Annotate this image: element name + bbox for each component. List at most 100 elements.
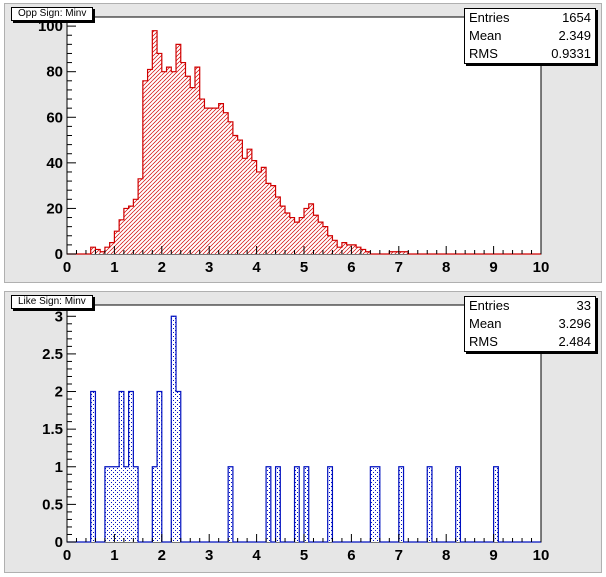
histogram-bin (171, 316, 177, 542)
x-tick-label: 10 (533, 259, 550, 276)
histogram-bin (152, 466, 158, 542)
histogram-bin (493, 466, 499, 542)
y-tick-label: 1.5 (42, 421, 63, 438)
y-tick-label: 100 (38, 18, 63, 35)
histogram-bin (133, 466, 139, 542)
histogram-bin (114, 466, 120, 542)
y-tick-label: 80 (46, 64, 63, 81)
stats-label: RMS (469, 334, 498, 349)
histogram-bin (199, 99, 205, 255)
histogram-bin (289, 217, 295, 254)
histogram-bin (204, 108, 210, 255)
y-tick-label: 20 (46, 200, 63, 217)
like-sign-stats-box: Entries 33 Mean 3.296 RMS 2.484 (464, 296, 596, 352)
x-tick-label: 5 (300, 547, 308, 564)
histogram-bin (360, 249, 366, 254)
histogram-bin (109, 466, 115, 542)
opp-sign-stats-box: Entries 1654 Mean 2.349 RMS 0.9331 (464, 8, 596, 64)
histogram-bin (256, 171, 262, 254)
histogram-bin (403, 251, 409, 254)
stats-row: Entries 1654 (465, 9, 595, 27)
x-tick-label: 0 (63, 259, 71, 276)
histogram-bin (322, 226, 328, 254)
histogram-bin (242, 158, 248, 254)
opp-sign-pad: 0 1 2 3 4 5 6 7 8 9 10 0 20 40 60 80 100 Opp Sign: Minv … (4, 3, 602, 283)
y-tick-label: 0.5 (42, 496, 63, 513)
histogram-bin (228, 466, 233, 542)
histogram-bin (171, 71, 177, 254)
stats-label: Entries (469, 298, 510, 313)
histogram-bin (176, 44, 181, 254)
stats-value: 33 (576, 298, 591, 313)
x-tick-label: 2 (158, 547, 166, 564)
x-tick-label: 6 (347, 259, 355, 276)
histogram-bin (114, 231, 120, 254)
stats-row: RMS 0.9331 (465, 45, 595, 63)
y-tick-label: 2 (55, 384, 63, 401)
histogram-bin (213, 108, 219, 255)
stats-label: Entries (469, 10, 510, 25)
histogram-bin (299, 217, 304, 254)
histogram-bin (270, 185, 276, 254)
x-tick-label: 8 (442, 259, 450, 276)
histogram-bin (327, 235, 333, 254)
x-tick-label: 7 (395, 547, 403, 564)
histogram-bin (337, 247, 342, 254)
opp-sign-title: Opp Sign: Minv (11, 7, 94, 21)
histogram-bin (109, 242, 115, 254)
histogram-bin (147, 69, 153, 255)
like-sign-histogram: 0 1 2 3 4 5 6 7 8 9 10 0 0.5 1 1.5 2 2.5 3 (42, 304, 550, 564)
histogram-bin (161, 71, 167, 254)
histogram-bin (180, 62, 186, 255)
histogram-bin (332, 240, 338, 254)
histogram-bin (228, 121, 233, 254)
histogram-bin (365, 251, 371, 254)
y-tick-label: 0 (55, 534, 63, 551)
histogram-bin (157, 53, 162, 254)
x-tick-label: 7 (395, 259, 403, 276)
histogram-bin (119, 391, 124, 542)
x-tick-label: 1 (110, 547, 118, 564)
x-tick-label: 10 (533, 547, 550, 564)
x-tick-label: 8 (442, 547, 450, 564)
histogram-bin (356, 247, 361, 254)
stats-row: Mean 2.349 (465, 27, 595, 45)
stats-row: RMS 2.484 (465, 333, 595, 351)
stats-row: Mean 3.296 (465, 315, 595, 333)
y-tick-label: 40 (46, 155, 63, 172)
histogram-bin (237, 140, 243, 254)
histogram-bin (104, 247, 110, 254)
y-tick-label: 3 (55, 308, 63, 325)
histogram-bin (123, 208, 129, 254)
histogram-bin (394, 251, 399, 254)
histogram-bin (294, 466, 300, 542)
y-tick-label: 2.5 (42, 346, 63, 363)
stats-label: Mean (469, 28, 502, 43)
like-sign-title: Like Sign: Minv (11, 295, 93, 309)
histogram-bin (427, 466, 432, 542)
stats-row: Entries 33 (465, 297, 595, 315)
histogram-bin (166, 67, 172, 254)
histogram-bin (389, 251, 395, 254)
y-tick-label: 60 (46, 109, 63, 126)
histogram-bin (261, 167, 267, 254)
histogram-bin (142, 80, 148, 254)
histogram-bin (455, 466, 461, 542)
histogram-bin (308, 203, 314, 254)
histogram-outline (67, 30, 541, 255)
histogram-bin (176, 391, 181, 542)
histogram-bin (128, 391, 134, 542)
histogram-bin (398, 251, 404, 254)
histogram-bin (294, 222, 300, 254)
histogram-bin (266, 183, 271, 254)
histogram-bin (275, 466, 281, 542)
x-tick-label: 9 (489, 547, 497, 564)
histogram-bin (223, 112, 229, 254)
histogram-bin (351, 244, 357, 254)
histogram-bin (133, 199, 139, 254)
histogram-bin (247, 149, 252, 254)
x-tick-label: 5 (300, 259, 308, 276)
histogram-bin (398, 466, 404, 542)
x-tick-label: 2 (158, 259, 166, 276)
